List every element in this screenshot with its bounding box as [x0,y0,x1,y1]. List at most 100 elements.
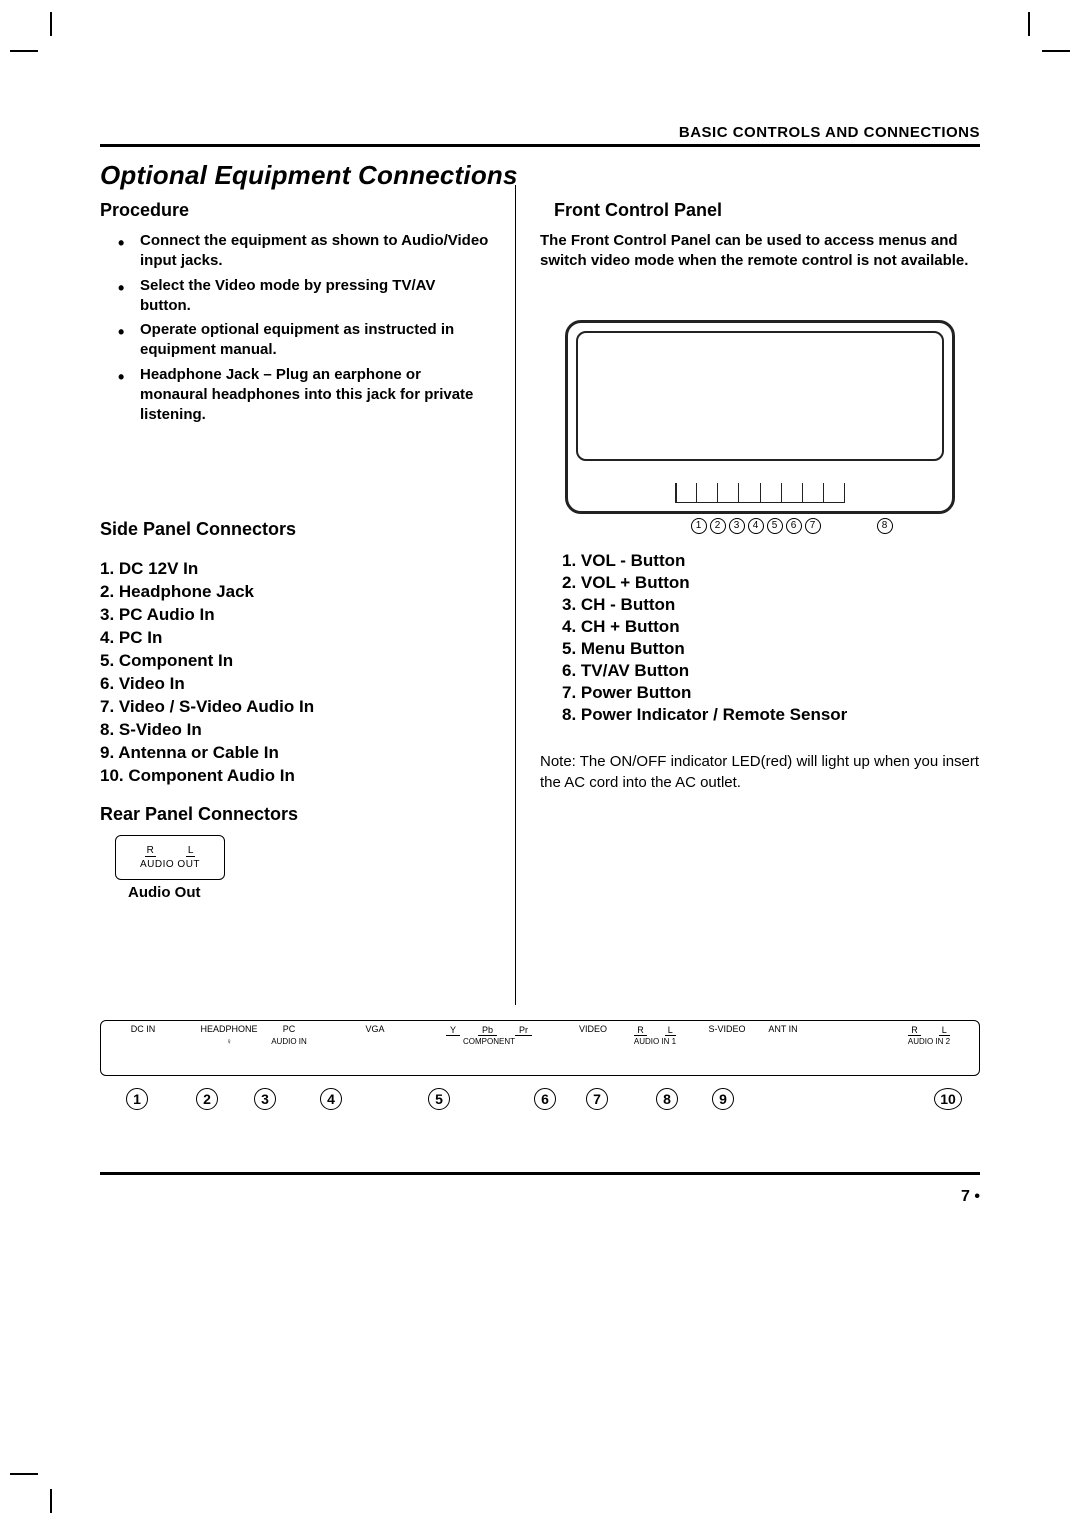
front-item: 4. CH + Button [562,616,980,638]
side-item: 1. DC 12V In [100,558,490,581]
num-9: 9 [712,1088,734,1110]
rear-box-label: AUDIO OUT [140,859,200,870]
callout-7: 7 [805,518,821,534]
conn-ant-in: ANT IN [759,1025,807,1036]
headphone-icon: ♀ [226,1038,232,1046]
two-column-layout: Procedure Connect the equipment as shown… [100,200,980,901]
front-item: 6. TV/AV Button [562,660,980,682]
procedure-item: Headphone Jack – Plug an earphone or mon… [140,365,490,426]
ypbpr-pb: Pb [478,1025,497,1036]
num-6: 6 [534,1088,556,1110]
conn-label: S-VIDEO [708,1025,745,1034]
side-item: 8. S-Video In [100,719,490,742]
conn-audio-in-2: R L AUDIO IN 2 [897,1025,961,1046]
front-intro: The Front Control Panel can be used to a… [540,231,980,272]
conn-label: PC [283,1025,296,1034]
callout-5: 5 [767,518,783,534]
section-header: BASIC CONTROLS AND CONNECTIONS [679,124,980,141]
ypbpr-y: Y [446,1025,460,1036]
page-title: Optional Equipment Connections [100,160,518,191]
side-panel-list: 1. DC 12V In 2. Headphone Jack 3. PC Aud… [100,558,490,787]
callout-6: 6 [786,518,802,534]
callout-1: 1 [691,518,707,534]
front-panel-list: 1. VOL - Button 2. VOL + Button 3. CH - … [540,550,980,727]
num-4: 4 [320,1088,342,1110]
conn-vga: VGA [351,1025,399,1036]
rear-rl-labels: R L [145,845,196,857]
page-number: 7 • [961,1188,980,1206]
tv-baseplate [675,483,845,503]
conn-sub: AUDIO IN 2 [908,1038,950,1046]
tv-callouts: 1 2 3 4 5 6 7 8 [565,518,955,534]
right-column: Front Control Panel The Front Control Pa… [515,200,980,901]
side-item: 3. PC Audio In [100,604,490,627]
front-item: 1. VOL - Button [562,550,980,572]
cropmark [1028,12,1030,36]
conn-dc-in: DC IN [119,1025,167,1036]
conn-label: ANT IN [768,1025,797,1034]
num-2: 2 [196,1088,218,1110]
rear-r: R [145,845,156,857]
ypbpr-pr: Pr [515,1025,532,1036]
rl-l: L [665,1025,676,1036]
conn-sub: AUDIO IN [271,1038,307,1046]
num-8: 8 [656,1088,678,1110]
cropmark [10,50,38,52]
conn-video: VIDEO [571,1025,615,1036]
note: Note: The ON/OFF indicator LED(red) will… [540,752,980,793]
tv-base [576,469,944,503]
connector-numbers: 1 2 3 4 5 6 7 8 9 10 [100,1076,980,1122]
conn-label: VGA [365,1025,384,1034]
side-panel-heading: Side Panel Connectors [100,519,490,540]
left-column: Procedure Connect the equipment as shown… [100,200,515,901]
callout-2: 2 [710,518,726,534]
rule-bottom [100,1172,980,1175]
connector-strip-box: DC IN HEADPHONE ♀ PC AUDIO IN VGA Y Pb P… [100,1020,980,1076]
procedure-item: Operate optional equipment as instructed… [140,320,490,361]
side-item: 10. Component Audio In [100,765,490,788]
callout-3: 3 [729,518,745,534]
conn-sub: AUDIO IN 1 [634,1038,676,1046]
procedure-list: Connect the equipment as shown to Audio/… [100,231,490,425]
callout-4: 4 [748,518,764,534]
conn-svideo: S-VIDEO [701,1025,753,1036]
front-item: 5. Menu Button [562,638,980,660]
front-item: 3. CH - Button [562,594,980,616]
front-item: 2. VOL + Button [562,572,980,594]
side-item: 6. Video In [100,673,490,696]
cropmark [1042,50,1070,52]
cropmark [50,1489,52,1513]
page: BASIC CONTROLS AND CONNECTIONS Optional … [0,0,1080,1525]
num-5: 5 [428,1088,450,1110]
side-item: 9. Antenna or Cable In [100,742,490,765]
procedure-item: Select the Video mode by pressing TV/AV … [140,276,490,317]
rear-caption: Audio Out [128,884,490,901]
tv-base-lines [676,483,844,502]
tv-body [565,320,955,514]
rear-panel-heading: Rear Panel Connectors [100,804,490,825]
conn-triple: Y Pb Pr [446,1025,532,1036]
conn-sub: COMPONENT [463,1038,515,1046]
side-item: 4. PC In [100,627,490,650]
rule-top [100,144,980,147]
conn-rl: R L [634,1025,676,1036]
rl-r: R [634,1025,647,1036]
conn-rl: R L [908,1025,950,1036]
conn-label: HEADPHONE [200,1025,257,1034]
conn-label: DC IN [131,1025,156,1034]
num-10: 10 [934,1088,962,1110]
tv-screen [576,331,944,461]
cropmark [10,1473,38,1475]
procedure-item: Connect the equipment as shown to Audio/… [140,231,490,272]
num-1: 1 [126,1088,148,1110]
side-item: 7. Video / S-Video Audio In [100,696,490,719]
tv-diagram: 1 2 3 4 5 6 7 8 [565,320,955,534]
conn-component: Y Pb Pr COMPONENT [439,1025,539,1046]
num-7: 7 [586,1088,608,1110]
connector-strip: DC IN HEADPHONE ♀ PC AUDIO IN VGA Y Pb P… [100,1020,980,1122]
rear-l: L [186,845,196,857]
conn-headphone: HEADPHONE ♀ [199,1025,259,1046]
conn-audio-in-1: R L AUDIO IN 1 [623,1025,687,1046]
procedure-heading: Procedure [100,200,490,221]
front-panel-heading: Front Control Panel [554,200,980,221]
